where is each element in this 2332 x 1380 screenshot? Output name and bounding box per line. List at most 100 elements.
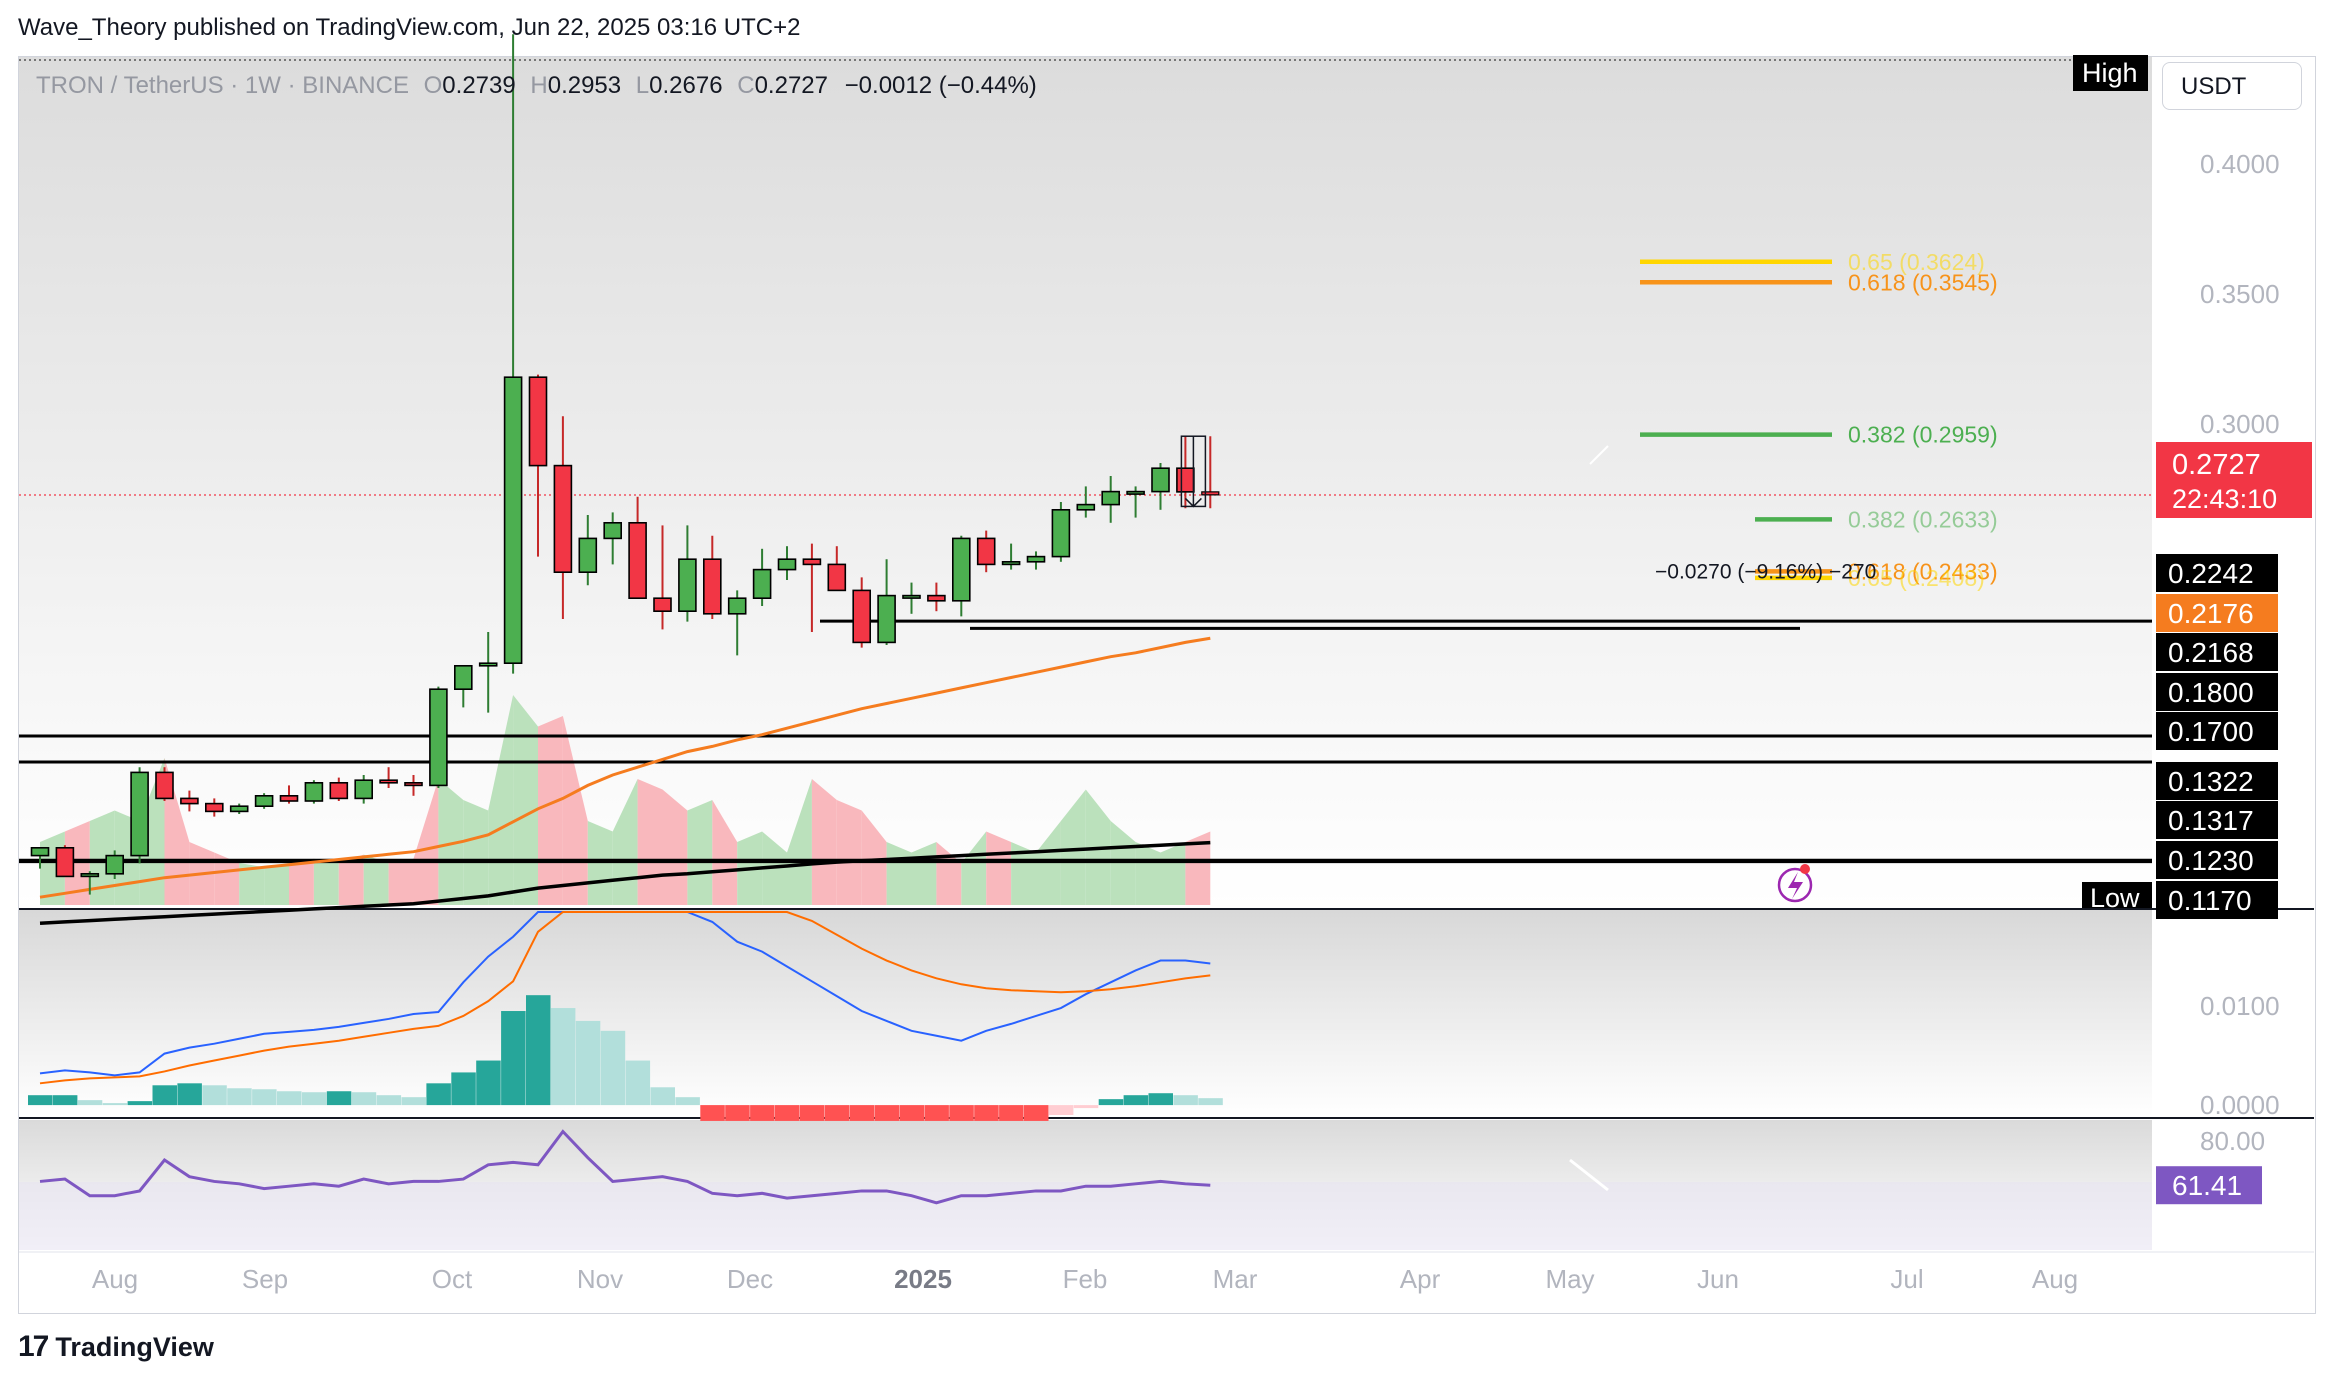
candle-body[interactable] <box>105 854 124 875</box>
volume-area <box>538 716 563 905</box>
time-axis[interactable]: Aug Sep Oct Nov Dec 2025 Feb Mar Apr May Jun Jul Aug <box>92 1264 2078 1294</box>
rsi-value-badge-bg <box>2156 1166 2262 1205</box>
candle-body[interactable] <box>80 872 100 878</box>
volume-area <box>861 810 887 905</box>
macd-histogram-bar <box>1098 1099 1124 1106</box>
candle-body[interactable] <box>55 846 75 878</box>
candle-body[interactable] <box>702 558 722 615</box>
candle-body[interactable] <box>229 805 249 813</box>
candle-body[interactable] <box>279 794 299 802</box>
candle-body[interactable] <box>30 846 50 857</box>
volume-area <box>413 779 439 905</box>
macd-histogram-bar <box>202 1085 227 1106</box>
candle-body[interactable] <box>304 781 324 802</box>
high-value: 0.2953 <box>547 72 622 99</box>
fibonacci-levels: 0.65 (0.3624)0.618 (0.3545) 0.382 (0.2959… <box>1640 249 1998 591</box>
overlay-markers: −0.0270 (−9.16%) −270 <box>1180 435 1876 1192</box>
macd-histogram-bar <box>326 1091 352 1106</box>
candle-body[interactable] <box>453 664 473 690</box>
candle-body[interactable] <box>1051 508 1071 558</box>
rsi-indicator: 80.00 61.41 <box>39 1126 2265 1205</box>
volume-area <box>961 831 987 905</box>
candle-body[interactable] <box>379 779 398 784</box>
macd-tick-label: 0.0100 <box>2200 991 2280 1021</box>
volume-area <box>911 842 937 905</box>
candle-body[interactable] <box>628 521 647 599</box>
macd-histogram-bar <box>1123 1095 1149 1106</box>
flash-icon <box>1788 872 1803 899</box>
candle-body[interactable] <box>180 797 199 805</box>
moving-averages <box>39 636 1211 925</box>
candle-body[interactable] <box>1176 467 1195 493</box>
candle-body[interactable] <box>254 794 274 807</box>
candle-body[interactable] <box>503 376 523 665</box>
time-tick-label: Aug <box>2032 1264 2078 1294</box>
volume-area <box>513 695 538 905</box>
chart-frame <box>18 56 2316 1314</box>
candle-body[interactable] <box>603 521 623 540</box>
candle-body[interactable] <box>130 771 149 857</box>
candle-body[interactable] <box>205 802 224 813</box>
price-tick-label: 0.3000 <box>2200 409 2280 439</box>
candle-body[interactable] <box>678 558 697 613</box>
volume-area <box>214 852 240 905</box>
macd-histogram-bar <box>277 1091 302 1106</box>
candle-body[interactable] <box>329 781 349 800</box>
candle-body[interactable] <box>976 537 996 566</box>
candle-body[interactable] <box>653 597 672 613</box>
macd-histogram-bar <box>775 1105 800 1121</box>
candle-body[interactable] <box>578 537 598 574</box>
candle-body[interactable] <box>1026 555 1046 563</box>
candle-body[interactable] <box>155 771 174 800</box>
axis-value-badge-bg <box>2156 594 2278 632</box>
level-badge: 0.1317 <box>2168 805 2254 836</box>
candle-body[interactable] <box>1201 491 1220 496</box>
candle-body[interactable] <box>927 594 946 602</box>
volume-area <box>239 863 265 905</box>
candle-body[interactable] <box>852 589 872 644</box>
candle-body[interactable] <box>429 688 448 787</box>
currency-selector-button[interactable]: USDT <box>2162 62 2302 110</box>
candle-body[interactable] <box>902 594 921 599</box>
macd-histogram-bar <box>899 1105 924 1121</box>
low-label: L <box>635 72 650 99</box>
volume-area <box>264 863 289 905</box>
candle-body[interactable] <box>727 597 747 615</box>
price-axis[interactable]: 0.4000 0.3500 0.3000 0.2242 0.1800 0.1700 0.13… <box>2073 55 2312 919</box>
candle-body[interactable] <box>404 781 423 787</box>
candle-body[interactable] <box>1076 503 1096 511</box>
candle-body[interactable] <box>1101 490 1120 506</box>
candle-body[interactable] <box>827 563 847 592</box>
axis-value-badge: 0.1230 <box>2168 845 2254 876</box>
level-badge: 0.1800 <box>2168 677 2254 708</box>
candle-body[interactable] <box>553 464 573 574</box>
volume-area <box>89 810 115 905</box>
volume-area <box>488 695 514 905</box>
macd-histogram-bar <box>401 1097 426 1106</box>
candle-body[interactable] <box>777 558 797 571</box>
volume-area <box>811 779 837 905</box>
symbol-name: TRON / TetherUS · 1W · BINANCE <box>36 72 409 99</box>
candle-body[interactable] <box>802 558 822 566</box>
macd-histogram-bar <box>625 1060 651 1106</box>
level-badge-bg <box>2156 762 2278 800</box>
candle-body[interactable] <box>1126 490 1145 495</box>
candle-body[interactable] <box>877 594 896 644</box>
volume-area <box>836 800 862 905</box>
macd-histogram-bar <box>152 1085 177 1106</box>
candlesticks[interactable] <box>30 34 1220 895</box>
volume-area <box>313 858 339 905</box>
candle-body[interactable] <box>354 779 374 800</box>
candle-body[interactable] <box>951 537 971 602</box>
time-tick-label: Sep <box>242 1264 288 1294</box>
candle-body[interactable] <box>1151 467 1170 493</box>
macd-histogram-bar <box>550 1008 576 1106</box>
volume-area <box>612 779 638 905</box>
candle-body[interactable] <box>478 662 498 667</box>
candle-body[interactable] <box>752 568 772 599</box>
candle-body[interactable] <box>1001 560 1021 566</box>
candle-body[interactable] <box>528 376 548 467</box>
tradingview-logo[interactable]: 17 TradingView <box>18 1330 214 1364</box>
volume-area <box>687 800 713 905</box>
